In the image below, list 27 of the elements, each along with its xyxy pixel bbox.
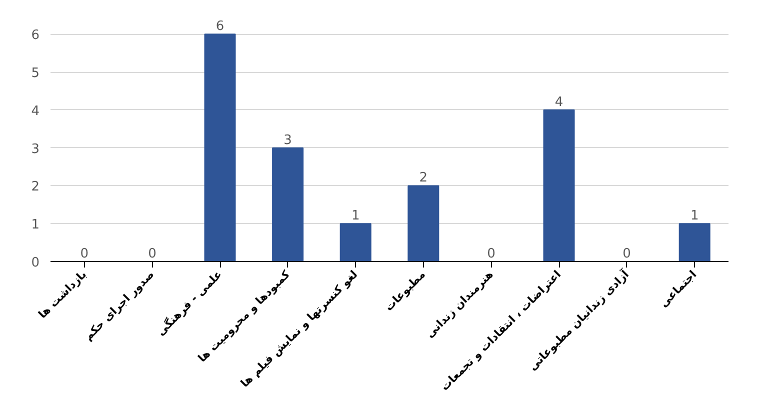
y-tick-label: 6 — [31, 28, 40, 44]
x-tick-label: علمی - فرهنگی — [154, 268, 225, 338]
y-tick-label: 0 — [31, 256, 40, 270]
data-label: 0 — [487, 246, 496, 262]
y-tick-label: 5 — [31, 66, 40, 82]
data-label: 4 — [554, 94, 564, 110]
bar — [204, 34, 236, 262]
x-tick-label: اجتماعی — [657, 268, 700, 310]
data-label: 1 — [351, 208, 360, 224]
data-label: 2 — [419, 170, 428, 186]
data-label: 0 — [622, 246, 631, 262]
data-label: 1 — [690, 208, 699, 224]
bar — [340, 223, 372, 262]
data-label: 0 — [80, 246, 89, 262]
bar — [272, 147, 304, 262]
y-tick-label: 1 — [31, 218, 40, 233]
y-tick-label: 3 — [31, 142, 40, 157]
x-tick-label: مطبوعات — [382, 268, 428, 314]
bar — [543, 109, 575, 262]
bar — [678, 223, 710, 262]
x-tick-label: بازداشت ها — [36, 268, 89, 321]
y-tick-label: 4 — [31, 104, 40, 119]
data-label: 6 — [216, 19, 224, 34]
bar — [408, 185, 440, 262]
data-label: 0 — [148, 246, 156, 262]
data-label: 3 — [284, 132, 292, 148]
y-tick-label: 2 — [31, 180, 40, 195]
